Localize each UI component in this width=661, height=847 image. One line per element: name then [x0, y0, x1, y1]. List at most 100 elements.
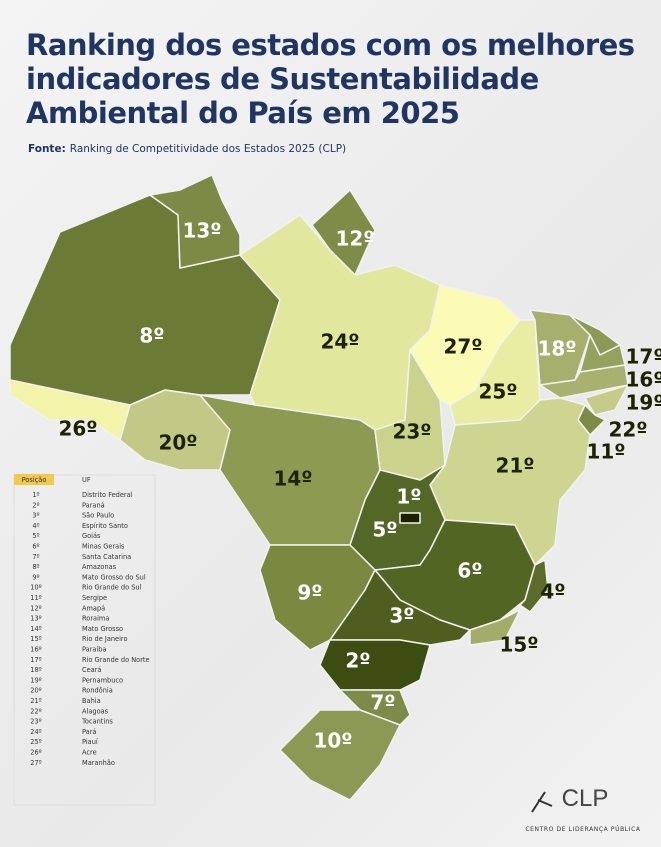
- table-state: Rio Grande do Sul: [82, 584, 142, 592]
- state-rs: [279, 709, 401, 801]
- states: [9, 174, 629, 801]
- table-frame: [13, 474, 156, 806]
- state-rank-label: 1º: [396, 485, 421, 509]
- state-rank-label: 23º: [392, 420, 431, 444]
- state-rank-label: 21º: [495, 454, 534, 478]
- title-line: indicadores de Sustentabilidade: [26, 62, 539, 96]
- table-state: Minas Gerais: [82, 543, 125, 551]
- table-position: 26º: [30, 749, 42, 757]
- table-position: 10º: [30, 584, 42, 592]
- state-rank-label: 17º: [625, 345, 661, 369]
- logo-icon: [531, 791, 553, 813]
- title-line: Ranking dos estados com os melhores: [26, 28, 635, 62]
- state-rank-label: 6º: [457, 559, 482, 583]
- table-state: Rio Grande do Norte: [82, 656, 150, 664]
- state-rj: [469, 609, 521, 646]
- table-state: Paraíba: [82, 646, 107, 654]
- table-state: Pará: [82, 728, 96, 736]
- state-rank-label: 3º: [389, 604, 414, 628]
- table-position: 4º: [32, 522, 39, 530]
- table-state: Pernambuco: [82, 676, 123, 684]
- state-rank-label: 10º: [313, 729, 352, 753]
- state-rank-label: 18º: [537, 337, 576, 361]
- table-position: 7º: [32, 553, 39, 561]
- table-position: 21º: [30, 697, 42, 705]
- table-state: Espírito Santo: [82, 522, 128, 530]
- logo-subtitle: CENTRO DE LIDERANÇA PÚBLICA: [525, 826, 641, 833]
- table-state: Amapá: [82, 604, 105, 612]
- table-state: Alagoas: [82, 707, 109, 715]
- table-state: Sergipe: [82, 594, 107, 602]
- table-position: 16º: [30, 646, 42, 654]
- table-state: Bahia: [82, 697, 101, 705]
- state-rank-label: 25º: [478, 380, 517, 404]
- table-state: Distrito Federal: [82, 491, 133, 499]
- table-state: Acre: [82, 749, 97, 757]
- state-pb: [579, 334, 626, 373]
- table-position: 6º: [32, 543, 39, 551]
- table-state: Goiás: [82, 532, 101, 540]
- table-header-bg: [14, 474, 54, 485]
- table-state: Tocantins: [81, 718, 113, 726]
- table-position: 3º: [32, 512, 39, 520]
- table-state: Piauí: [82, 738, 98, 746]
- table-state: Rio de Janeiro: [82, 635, 128, 643]
- table-position: 24º: [30, 728, 42, 736]
- state-rank-label: 19º: [625, 391, 661, 415]
- source-label: Fonte:: [28, 143, 66, 155]
- table-header: UF: [82, 476, 91, 484]
- state-rank-label: 11º: [586, 440, 625, 464]
- table-state: Mato Grosso: [82, 625, 123, 633]
- source: Fonte: Ranking de Competitividade dos Est…: [28, 143, 346, 155]
- state-rank-label: 2º: [345, 649, 370, 673]
- table-position: 11º: [30, 594, 42, 602]
- title-line: Ambiental do País em 2025: [26, 96, 460, 130]
- state-df: [399, 512, 421, 524]
- state-rank-label: 27º: [443, 335, 482, 359]
- table-position: 23º: [30, 718, 42, 726]
- table-state: Paraná: [82, 501, 105, 509]
- state-rank-label: 22º: [608, 418, 647, 442]
- table-position: 9º: [32, 573, 39, 581]
- table-position: 15º: [30, 635, 42, 643]
- table-position: 18º: [30, 666, 42, 674]
- state-am: [9, 194, 281, 406]
- state-pr: [319, 639, 431, 691]
- state-rank-label: 24º: [320, 330, 359, 354]
- table-state: Maranhão: [82, 759, 115, 767]
- table-state: São Paulo: [82, 512, 114, 520]
- state-rank-label: 5º: [372, 518, 397, 542]
- table-position: 14º: [30, 625, 42, 633]
- table-position: 12º: [30, 604, 42, 612]
- state-es: [519, 559, 549, 613]
- state-rank-label: 20º: [158, 431, 197, 455]
- table-state: Santa Catarina: [82, 553, 131, 561]
- table-position: 5º: [32, 532, 39, 540]
- logo: CLP CENTRO DE LIDERANÇA PÚBLICA: [525, 785, 641, 833]
- state-rank-label: 13º: [182, 219, 221, 243]
- table-position: 22º: [30, 707, 42, 715]
- table-position: 17º: [30, 656, 42, 664]
- state-rank-label: 16º: [625, 368, 661, 392]
- table-position: 25º: [30, 738, 42, 746]
- table-position: 19º: [30, 676, 42, 684]
- state-rr: [149, 174, 241, 269]
- table-position: 13º: [30, 615, 42, 623]
- state-rank-label: 7º: [370, 691, 395, 715]
- table-header: Posição: [22, 476, 47, 484]
- table-position: 2º: [32, 501, 39, 509]
- state-rank-label: 8º: [139, 324, 164, 348]
- source-text: Ranking de Competitividade dos Estados 2…: [69, 143, 347, 155]
- table-state: Roraima: [82, 615, 109, 623]
- table-position: 27º: [30, 759, 42, 767]
- state-rank-label: 14º: [273, 467, 312, 491]
- table-state: Ceará: [82, 666, 101, 674]
- table-state: Amazonas: [82, 563, 117, 571]
- logo-name: CLP: [562, 785, 609, 812]
- table-position: 1º: [32, 491, 39, 499]
- title: Ranking dos estados com os melhores indi…: [26, 28, 635, 130]
- state-sc: [339, 689, 411, 726]
- table-position: 20º: [30, 687, 42, 695]
- table-position: 8º: [32, 563, 39, 571]
